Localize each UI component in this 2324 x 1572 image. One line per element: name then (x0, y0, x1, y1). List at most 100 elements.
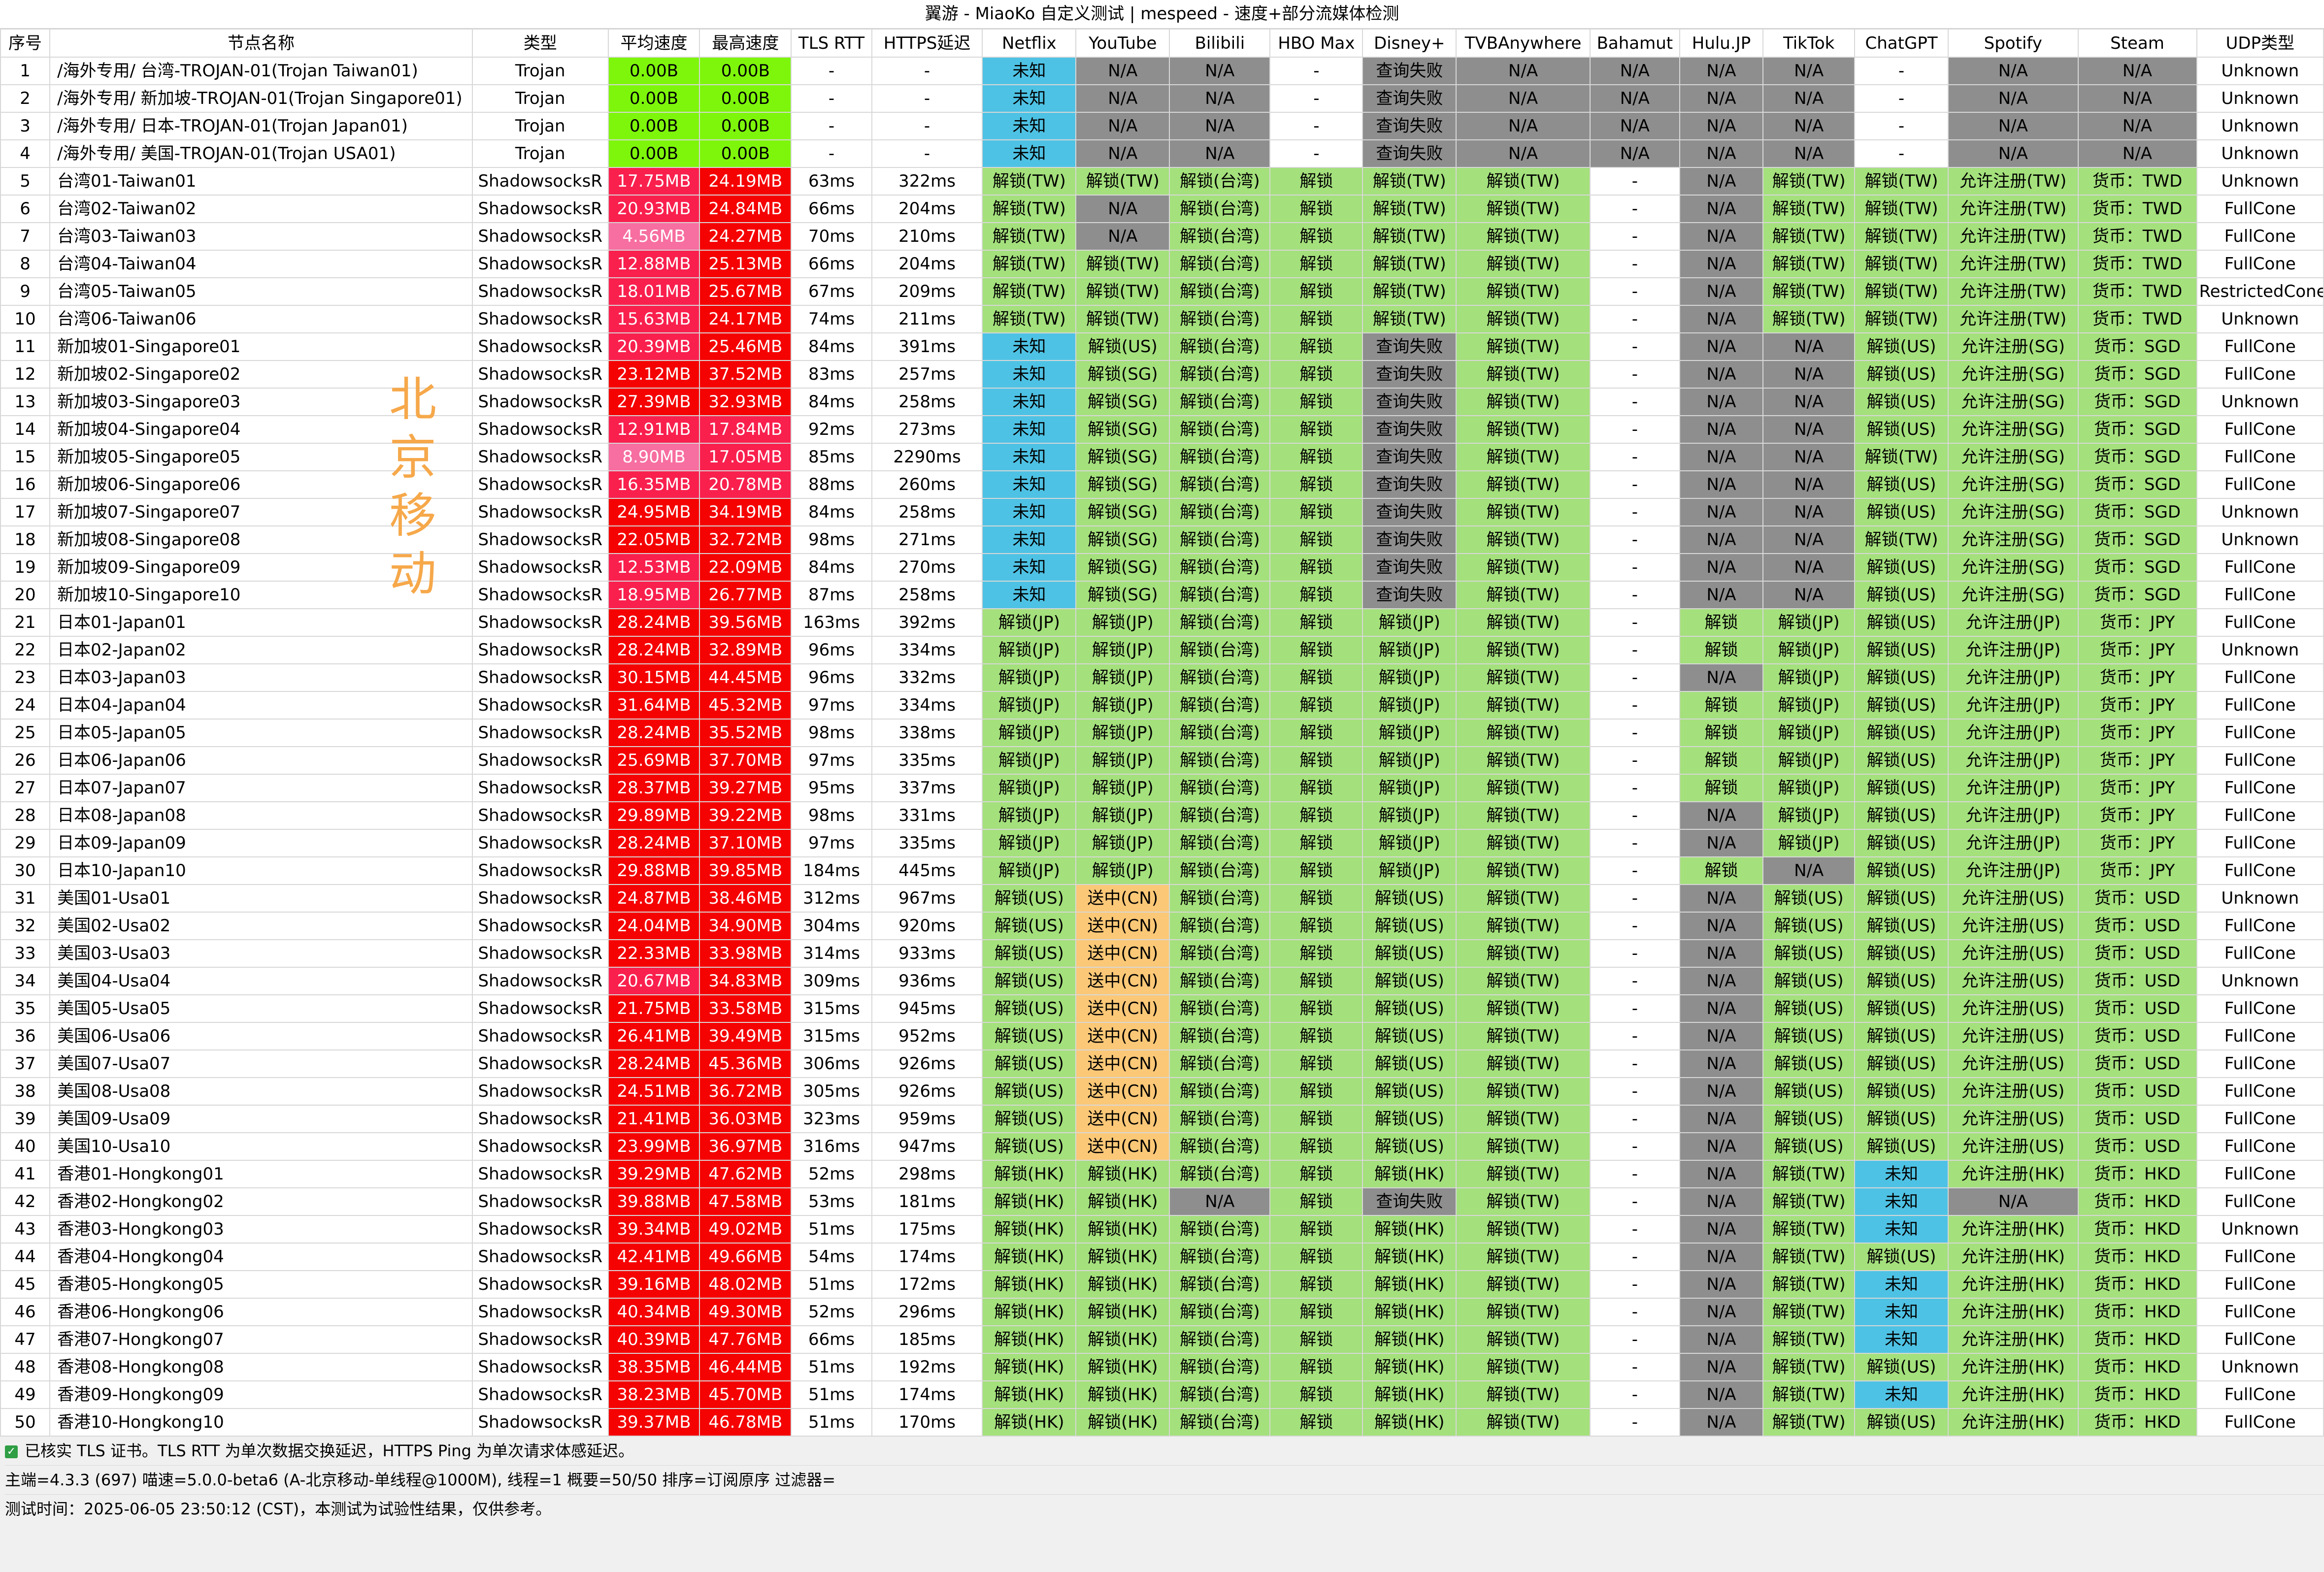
steam-status: 货币：JPY (2077, 608, 2197, 637)
node-type: ShadowsocksR (471, 1408, 609, 1437)
table-row[interactable]: 33 美国03-Usa03 ShadowsocksR 22.33MB 33.98MB 31… (0, 939, 2324, 968)
avg-speed: 0.00B (607, 57, 700, 85)
hulu-jp-status: N/A (1679, 553, 1764, 582)
table-row[interactable]: 37 美国07-Usa07 ShadowsocksR 28.24MB 45.36MB 30… (0, 1049, 2324, 1078)
tvbanywhere-status: 解锁(TW) (1456, 415, 1591, 444)
table-row[interactable]: 38 美国08-Usa08 ShadowsocksR 24.51MB 36.72MB 30… (0, 1077, 2324, 1106)
table-row[interactable]: 31 美国01-Usa01 ShadowsocksR 24.87MB 38.46MB 31… (0, 884, 2324, 913)
table-row[interactable]: 14 新加坡04-Singapore04 ShadowsocksR 12.91MB 17… (0, 415, 2324, 444)
table-row[interactable]: 26 日本06-Japan06 ShadowsocksR 25.69MB 37.70MB… (0, 746, 2324, 775)
max-speed: 25.13MB (699, 250, 792, 278)
spotify-status: 允许注册(JP) (1948, 774, 2079, 802)
table-row[interactable]: 24 日本04-Japan04 ShadowsocksR 31.64MB 45.32MB… (0, 691, 2324, 720)
table-row[interactable]: 39 美国09-Usa09 ShadowsocksR 21.41MB 36.03MB 32… (0, 1105, 2324, 1133)
tvbanywhere-status: 解锁(TW) (1456, 222, 1591, 251)
chatgpt-status: 解锁(US) (1854, 746, 1949, 775)
table-row[interactable]: 21 日本01-Japan01 ShadowsocksR 28.24MB 39.56MB… (0, 608, 2324, 637)
netflix-status: 解锁(US) (982, 1077, 1077, 1106)
node-name: 香港05-Hongkong05 (49, 1270, 473, 1299)
table-row[interactable]: 30 日本10-Japan10 ShadowsocksR 29.88MB 39.85MB… (0, 856, 2324, 885)
hbo-max-status: 解锁 (1269, 470, 1363, 499)
col-node-name-header: 节点名称 (49, 29, 473, 58)
tiktok-status: N/A (1762, 470, 1856, 499)
spotify-status: 允许注册(SG) (1948, 525, 2079, 554)
table-row[interactable]: 19 新加坡09-Singapore09 ShadowsocksR 12.53MB 22… (0, 553, 2324, 582)
table-row[interactable]: 17 新加坡07-Singapore07 ShadowsocksR 24.95MB 34… (0, 498, 2324, 526)
spotify-status: 允许注册(SG) (1948, 443, 2079, 471)
bahamut-status: - (1589, 1160, 1680, 1188)
steam-status: 货币：HKD (2077, 1160, 2197, 1188)
tvbanywhere-status: N/A (1456, 139, 1591, 168)
disney-status: 解锁(HK) (1362, 1270, 1457, 1299)
table-row[interactable]: 18 新加坡08-Singapore08 ShadowsocksR 22.05MB 32… (0, 525, 2324, 554)
table-row[interactable]: 29 日本09-Japan09 ShadowsocksR 28.24MB 37.10MB… (0, 829, 2324, 857)
table-row[interactable]: 49 香港09-Hongkong09 ShadowsocksR 38.23MB 45.7… (0, 1380, 2324, 1409)
tls-rtt: 98ms (791, 719, 872, 747)
spotify-status: 允许注册(HK) (1948, 1380, 2079, 1409)
table-row[interactable]: 23 日本03-Japan03 ShadowsocksR 30.15MB 44.45MB… (0, 663, 2324, 692)
table-row[interactable]: 20 新加坡10-Singapore10 ShadowsocksR 18.95MB 26… (0, 581, 2324, 609)
table-row[interactable]: 32 美国02-Usa02 ShadowsocksR 24.04MB 34.90MB 30… (0, 912, 2324, 940)
tvbanywhere-status: 解锁(TW) (1456, 1270, 1591, 1299)
table-row[interactable]: 44 香港04-Hongkong04 ShadowsocksR 42.41MB 49.6… (0, 1243, 2324, 1271)
table-row[interactable]: 35 美国05-Usa05 ShadowsocksR 21.75MB 33.58MB 31… (0, 994, 2324, 1023)
table-row[interactable]: 10 台湾06-Taiwan06 ShadowsocksR 15.63MB 24.17M… (0, 305, 2324, 333)
table-row[interactable]: 3/海外专用/ 日本-TROJAN-01(Trojan Japan01) Troj… (0, 112, 2324, 140)
tvbanywhere-status: 解锁(TW) (1456, 608, 1591, 637)
table-row[interactable]: 13 新加坡03-Singapore03 ShadowsocksR 27.39MB 32… (0, 388, 2324, 416)
table-row[interactable]: 27 日本07-Japan07 ShadowsocksR 28.37MB 39.27MB… (0, 774, 2324, 802)
spotify-status: 允许注册(TW) (1948, 222, 2079, 251)
table-row[interactable]: 5 台湾01-Taiwan01 ShadowsocksR 17.75MB 24.19MB… (0, 167, 2324, 196)
disney-status: 解锁(TW) (1362, 167, 1457, 196)
table-row[interactable]: 1/海外专用/ 台湾-TROJAN-01(Trojan Taiwan01) Tro… (0, 57, 2324, 85)
table-row[interactable]: 16 新加坡06-Singapore06 ShadowsocksR 16.35MB 20… (0, 470, 2324, 499)
tvbanywhere-status: 解锁(TW) (1456, 1380, 1591, 1409)
table-row[interactable]: 46 香港06-Hongkong06 ShadowsocksR 40.34MB 49.3… (0, 1298, 2324, 1326)
youtube-status: 解锁(SG) (1075, 525, 1170, 554)
chatgpt-status: 解锁(US) (1854, 360, 1949, 389)
netflix-status: 解锁(HK) (982, 1243, 1077, 1271)
table-row[interactable]: 43 香港03-Hongkong03 ShadowsocksR 39.34MB 49.0… (0, 1215, 2324, 1244)
table-row[interactable]: 47 香港07-Hongkong07 ShadowsocksR 40.39MB 47.7… (0, 1325, 2324, 1354)
https-latency: 920ms (871, 912, 983, 940)
row-index: 33 (0, 939, 51, 968)
max-speed: 46.78MB (699, 1408, 792, 1437)
disney-status: 解锁(JP) (1362, 746, 1457, 775)
node-type: ShadowsocksR (471, 167, 609, 196)
chatgpt-status: 解锁(US) (1854, 1408, 1949, 1437)
tvbanywhere-status: 解锁(TW) (1456, 581, 1591, 609)
table-row[interactable]: 11 新加坡01-Singapore01 ShadowsocksR 20.39MB 25… (0, 332, 2324, 361)
table-row[interactable]: 28 日本08-Japan08 ShadowsocksR 29.89MB 39.22MB… (0, 801, 2324, 830)
table-row[interactable]: 36 美国06-Usa06 ShadowsocksR 26.41MB 39.49MB 31… (0, 1022, 2324, 1050)
table-row[interactable]: 48 香港08-Hongkong08 ShadowsocksR 38.35MB 46.4… (0, 1353, 2324, 1381)
table-row[interactable]: 15 新加坡05-Singapore05 ShadowsocksR 8.90MB 17.… (0, 443, 2324, 471)
steam-status: 货币：HKD (2077, 1270, 2197, 1299)
steam-status: 货币：TWD (2077, 222, 2197, 251)
hbo-max-status: 解锁 (1269, 994, 1363, 1023)
table-row[interactable]: 34 美国04-Usa04 ShadowsocksR 20.67MB 34.83MB 30… (0, 967, 2324, 995)
avg-speed: 39.34MB (607, 1215, 700, 1244)
table-row[interactable]: 6 台湾02-Taiwan02 ShadowsocksR 20.93MB 24.84MB… (0, 195, 2324, 223)
table-row[interactable]: 12 新加坡02-Singapore02 ShadowsocksR 23.12MB 37… (0, 360, 2324, 389)
steam-status: 货币：TWD (2077, 305, 2197, 333)
tvbanywhere-status: 解锁(TW) (1456, 1049, 1591, 1078)
https-latency: 391ms (871, 332, 983, 361)
steam-status: 货币：SGD (2077, 498, 2197, 526)
table-row[interactable]: 9 台湾05-Taiwan05 ShadowsocksR 18.01MB 25.67MB… (0, 277, 2324, 306)
table-row[interactable]: 42 香港02-Hongkong02 ShadowsocksR 39.88MB 47.5… (0, 1187, 2324, 1216)
table-row[interactable]: 40 美国10-Usa10 ShadowsocksR 23.99MB 36.97MB 31… (0, 1132, 2324, 1161)
table-row[interactable]: 45 香港05-Hongkong05 ShadowsocksR 39.16MB 48.0… (0, 1270, 2324, 1299)
table-row[interactable]: 7 台湾03-Taiwan03 ShadowsocksR 4.56MB 24.27MB 7… (0, 222, 2324, 251)
node-name: 新加坡01-Singapore01 (49, 332, 473, 361)
table-row[interactable]: 4/海外专用/ 美国-TROJAN-01(Trojan USA01) Trojan… (0, 139, 2324, 168)
table-row[interactable]: 50 香港10-Hongkong10 ShadowsocksR 39.37MB 46.7… (0, 1408, 2324, 1437)
https-latency: 273ms (871, 415, 983, 444)
max-speed: 24.27MB (699, 222, 792, 251)
netflix-status: 解锁(TW) (982, 222, 1077, 251)
netflix-status: 解锁(JP) (982, 636, 1077, 664)
table-row[interactable]: 41 香港01-Hongkong01 ShadowsocksR 39.29MB 47.6… (0, 1160, 2324, 1188)
table-row[interactable]: 25 日本05-Japan05 ShadowsocksR 28.24MB 35.52MB… (0, 719, 2324, 747)
table-row[interactable]: 2/海外专用/ 新加坡-TROJAN-01(Trojan Singapore01… (0, 84, 2324, 113)
table-row[interactable]: 8 台湾04-Taiwan04 ShadowsocksR 12.88MB 25.13MB… (0, 250, 2324, 278)
table-row[interactable]: 22 日本02-Japan02 ShadowsocksR 28.24MB 32.89MB… (0, 636, 2324, 664)
